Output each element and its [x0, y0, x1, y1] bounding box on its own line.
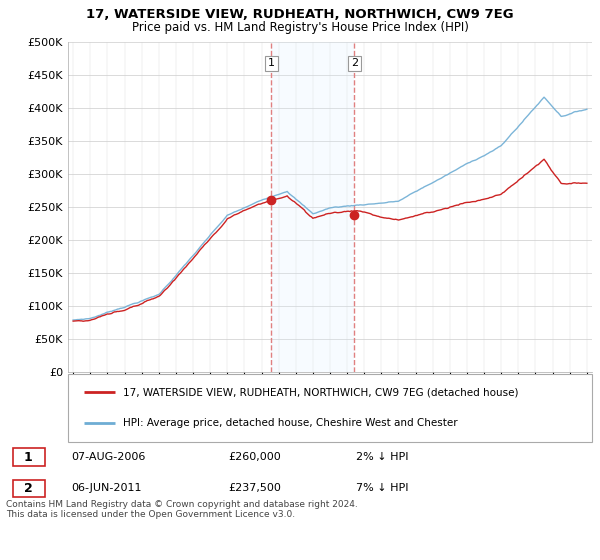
Bar [13, 449, 44, 466]
Text: £237,500: £237,500 [228, 483, 281, 493]
Text: 2% ↓ HPI: 2% ↓ HPI [356, 452, 409, 462]
Text: 17, WATERSIDE VIEW, RUDHEATH, NORTHWICH, CW9 7EG: 17, WATERSIDE VIEW, RUDHEATH, NORTHWICH,… [86, 8, 514, 21]
Text: 1: 1 [24, 451, 33, 464]
Text: 2: 2 [24, 482, 33, 495]
Text: 2: 2 [351, 58, 358, 68]
Text: Contains HM Land Registry data © Crown copyright and database right 2024.
This d: Contains HM Land Registry data © Crown c… [6, 500, 358, 520]
Text: £260,000: £260,000 [228, 452, 281, 462]
Text: 7% ↓ HPI: 7% ↓ HPI [356, 483, 409, 493]
Bar [271, 42, 355, 372]
Text: 17, WATERSIDE VIEW, RUDHEATH, NORTHWICH, CW9 7EG (detached house): 17, WATERSIDE VIEW, RUDHEATH, NORTHWICH,… [123, 388, 518, 398]
Text: HPI: Average price, detached house, Cheshire West and Chester: HPI: Average price, detached house, Ches… [123, 418, 458, 428]
Text: 06-JUN-2011: 06-JUN-2011 [71, 483, 142, 493]
Text: 1: 1 [268, 58, 275, 68]
Text: Price paid vs. HM Land Registry's House Price Index (HPI): Price paid vs. HM Land Registry's House … [131, 21, 469, 34]
Bar [13, 480, 44, 497]
Text: 07-AUG-2006: 07-AUG-2006 [71, 452, 145, 462]
